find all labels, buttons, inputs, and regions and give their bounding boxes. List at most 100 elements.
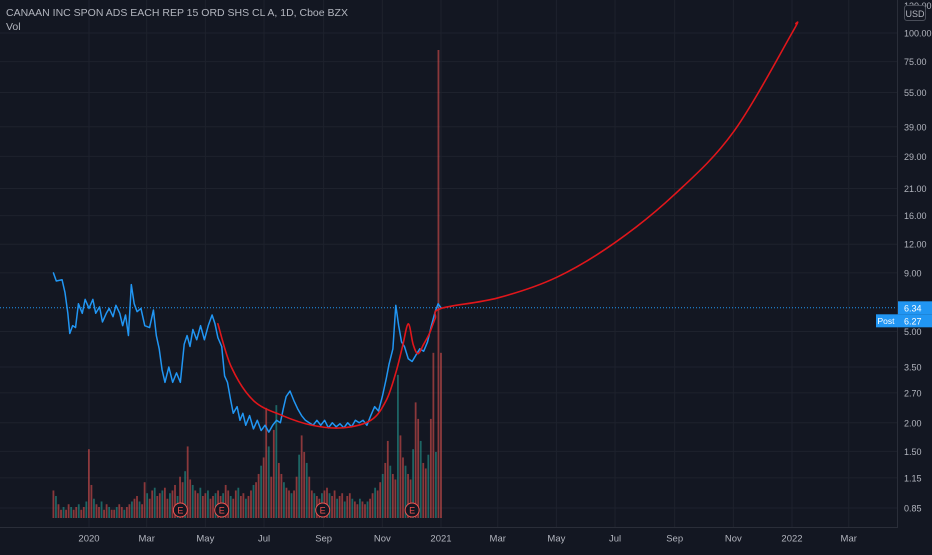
volume-bar: [70, 506, 73, 518]
volume-bar: [427, 454, 430, 518]
volume-bar: [62, 506, 65, 518]
volume-bar: [397, 374, 399, 518]
volume-bar: [75, 506, 78, 518]
volume-bar: [417, 418, 420, 518]
volume-bar: [404, 465, 407, 518]
volume-bar: [57, 504, 60, 518]
x-tick-label: Mar: [139, 534, 155, 545]
volume-bar: [333, 490, 336, 518]
volume-bar: [113, 509, 116, 518]
volume-bar: [72, 509, 75, 518]
earnings-marker-label: E: [320, 506, 326, 516]
volume-bar: [103, 509, 105, 518]
volume-bar: [298, 454, 301, 518]
volume-bar: [280, 473, 283, 518]
volume-bar: [201, 495, 204, 518]
volume-bar: [60, 509, 62, 518]
volume-bar: [283, 482, 285, 518]
volume-bar: [136, 495, 138, 518]
volume-bar: [313, 493, 316, 518]
volume-bar: [371, 493, 374, 518]
volume-bar: [381, 473, 384, 518]
volume-bar: [346, 495, 349, 518]
volume-bar: [303, 451, 306, 518]
y-tick-label: 12.00: [904, 240, 927, 250]
volume-bar: [100, 501, 103, 518]
volume-bar: [361, 501, 364, 518]
volume-bar: [326, 487, 328, 518]
volume-bar: [277, 462, 280, 518]
price-label-tag: [876, 314, 898, 328]
volume-bar: [394, 479, 397, 518]
price-label-name: Post: [878, 316, 896, 326]
volume-bar: [331, 495, 333, 518]
volume-bar: [429, 418, 432, 518]
volume-bar: [118, 504, 121, 518]
volume-bar: [181, 482, 184, 518]
grid-layer: [0, 0, 897, 527]
volume-bar: [389, 465, 392, 518]
volume-bar: [432, 352, 435, 518]
volume-bar: [374, 487, 377, 518]
volume-bar: [305, 462, 308, 518]
price-line-series: [52, 272, 442, 433]
volume-bar: [171, 490, 174, 518]
volume-bar: [212, 495, 214, 518]
volume-bar: [141, 504, 143, 518]
x-tick-label: Sep: [666, 534, 683, 545]
y-tick-label: 2.70: [904, 388, 922, 398]
volume-bar: [156, 495, 159, 518]
volume-bar: [270, 476, 273, 518]
volume-bar: [328, 493, 331, 518]
volume-bar: [65, 509, 67, 518]
volume-bar: [207, 490, 209, 518]
symbol-title[interactable]: CANAAN INC SPON ADS EACH REP 15 ORD SHS …: [6, 7, 348, 19]
x-tick-label: 2021: [430, 534, 451, 545]
volume-bar: [435, 451, 437, 518]
volume-bar: [184, 471, 187, 518]
volume-bar: [125, 506, 128, 518]
volume-legend-label[interactable]: Vol: [6, 21, 21, 33]
earnings-marker-circle: [315, 502, 331, 518]
volume-bar: [209, 498, 212, 518]
series-layer: [52, 21, 799, 433]
volume-bar: [356, 504, 359, 518]
volume-bar: [143, 482, 146, 518]
volume-bar: [85, 501, 88, 518]
volume-layer: [52, 50, 442, 518]
volume-bar: [194, 490, 197, 518]
volume-bar: [290, 493, 293, 518]
earnings-marker[interactable]: E: [172, 502, 188, 518]
volume-bar: [412, 449, 415, 518]
volume-bar: [199, 487, 202, 518]
volume-bar: [391, 473, 394, 518]
x-tick-label: Jul: [258, 534, 270, 545]
earnings-marker[interactable]: E: [404, 502, 420, 518]
volume-bar: [186, 446, 189, 518]
volume-bar: [310, 490, 313, 518]
currency-button[interactable]: USD: [904, 5, 926, 21]
volume-bar: [232, 498, 235, 518]
y-tick-label: 1.50: [904, 447, 922, 457]
volume-bar: [399, 435, 402, 518]
volume-bar: [300, 435, 303, 518]
volume-bar: [272, 429, 275, 518]
volume-bar: [285, 487, 288, 518]
volume-bar: [364, 504, 366, 518]
earnings-marker[interactable]: E: [315, 502, 331, 518]
volume-bar: [151, 490, 154, 518]
volume-bar: [189, 479, 192, 518]
volume-bar: [376, 490, 379, 518]
time-axis[interactable]: 2020 Mar May Jul Sep Nov 2021 Mar May Jul Sep Nov 20…: [0, 527, 897, 545]
volume-bar: [402, 457, 404, 518]
volume-bar: [267, 446, 270, 518]
price-axis[interactable]: 100.00 75.00 55.00 39.00 29.00 21.00 16.00 12.0…: [897, 0, 932, 528]
volume-bar: [123, 509, 126, 518]
last-price-label: 6.34: [898, 301, 932, 315]
earnings-marker[interactable]: E: [214, 502, 230, 518]
volume-bar: [252, 484, 255, 518]
x-tick-label: May: [196, 534, 214, 545]
